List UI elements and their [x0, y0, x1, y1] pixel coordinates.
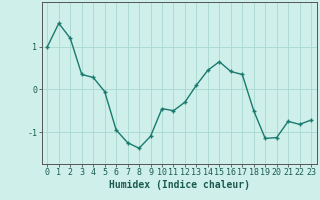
- X-axis label: Humidex (Indice chaleur): Humidex (Indice chaleur): [109, 180, 250, 190]
